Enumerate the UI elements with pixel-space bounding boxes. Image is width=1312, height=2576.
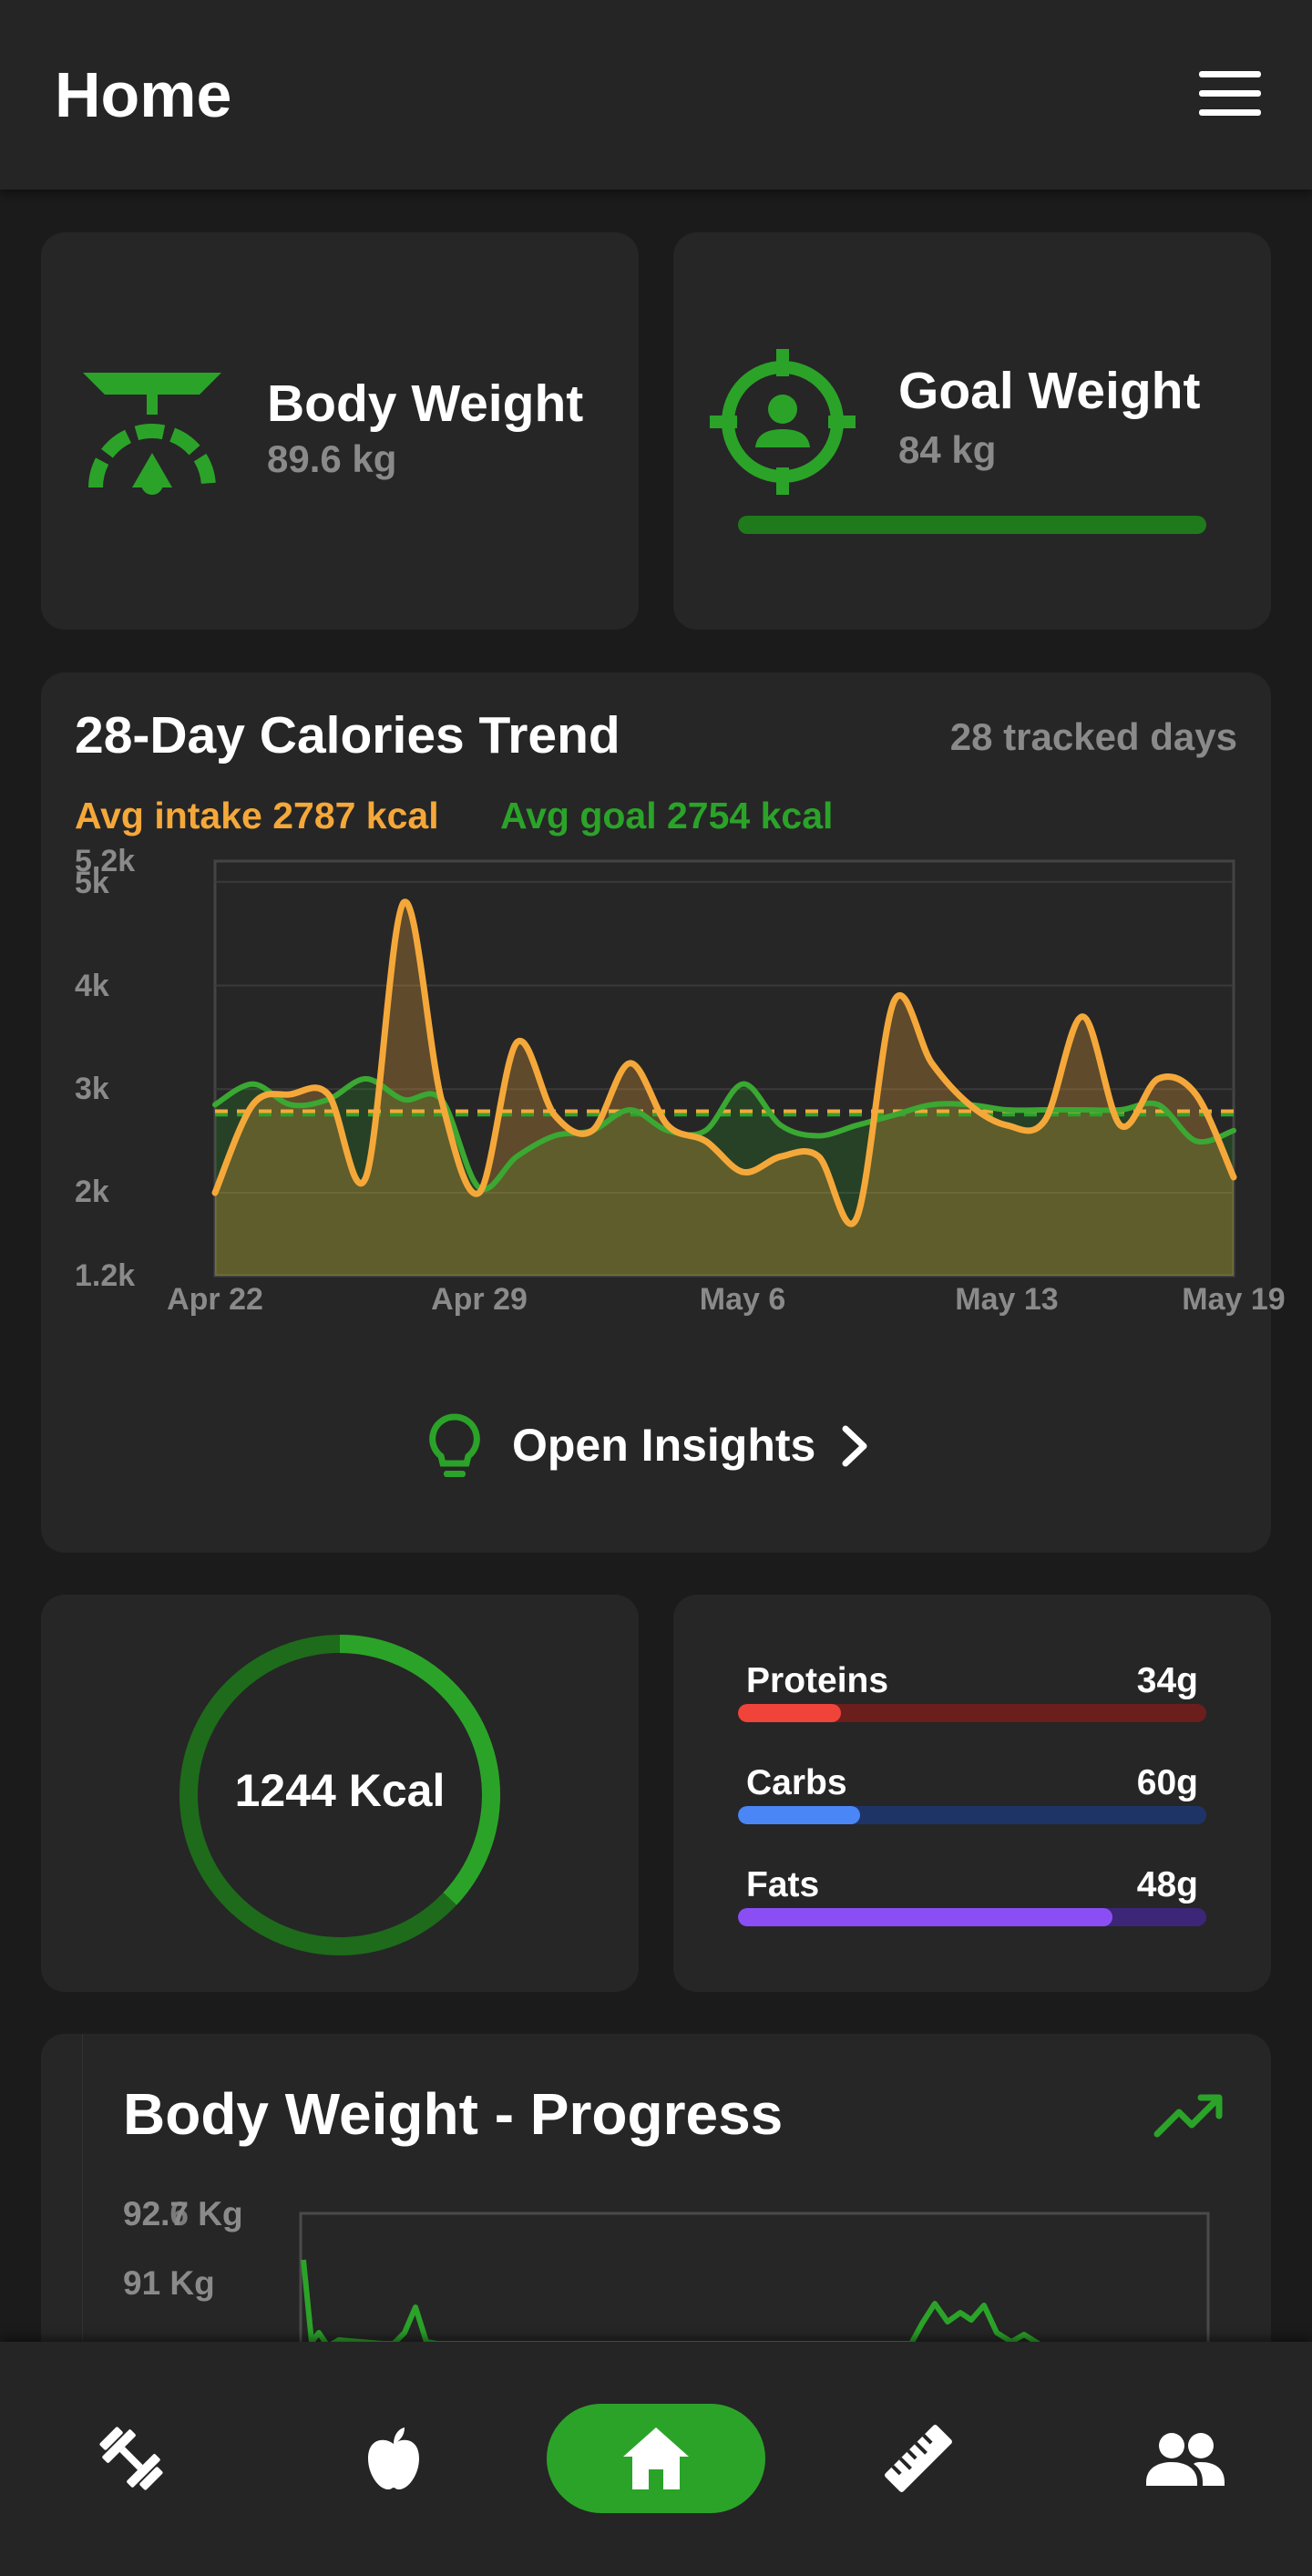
calories-trend-title: 28-Day Calories Trend xyxy=(75,706,620,765)
hamburger-menu-icon[interactable] xyxy=(1199,71,1261,117)
y-tick-label: 4k xyxy=(75,969,109,1003)
app-bar: Home xyxy=(0,0,1312,190)
weight-y-label: 92.7 Kg xyxy=(123,2195,243,2232)
macro-bar-proteins xyxy=(738,1704,1206,1722)
weight-y-label: 91 Kg xyxy=(123,2264,215,2302)
body-weight-card[interactable]: Body Weight 89.6 kg xyxy=(41,232,639,630)
calories-progress-ring xyxy=(179,1635,500,1955)
goal-weight-card[interactable]: Goal Weight 84 kg xyxy=(673,232,1271,630)
apple-icon xyxy=(368,2427,419,2489)
x-tick-label: May 6 xyxy=(699,1282,786,1317)
body-weight-progress-chart xyxy=(299,2212,1210,2351)
ruler-icon xyxy=(885,2425,952,2492)
macro-value-fats: 48g xyxy=(1136,1865,1198,1904)
series-area xyxy=(215,901,1234,1276)
people-icon xyxy=(1146,2433,1225,2486)
avg-goal-label: Avg goal 2754 kcal xyxy=(500,795,834,836)
plot-frame xyxy=(213,859,1235,1278)
y-tick-label: 5.2k xyxy=(75,844,136,878)
nav-community[interactable] xyxy=(1108,2342,1254,2576)
macro-value-carbs: 60g xyxy=(1136,1763,1198,1802)
y-tick-label: 1.2k xyxy=(75,1258,136,1293)
intake-series-line xyxy=(211,898,1237,1227)
body-weight-progress-card[interactable] xyxy=(41,2034,1271,2398)
goal-progress-bar xyxy=(738,516,1206,534)
macro-bar-fill xyxy=(738,1704,842,1722)
y-tick-label: 5k xyxy=(75,866,109,900)
bottom-navigation xyxy=(0,2342,1312,2576)
nav-workouts[interactable] xyxy=(58,2342,204,2576)
macro-value-proteins: 34g xyxy=(1136,1661,1198,1700)
trending-up-icon[interactable] xyxy=(1153,2090,1225,2140)
goal-weight-value: 84 kg xyxy=(898,428,997,471)
macro-name-fats: Fats xyxy=(746,1865,820,1904)
macro-bar-fill xyxy=(738,1806,860,1824)
target-person-icon xyxy=(710,349,856,495)
x-tick-label: Apr 22 xyxy=(167,1282,263,1317)
x-tick-label: Apr 29 xyxy=(431,1282,528,1317)
nav-measurements[interactable] xyxy=(846,2342,991,2576)
macro-name-carbs: Carbs xyxy=(746,1763,847,1802)
macro-bar-carbs xyxy=(738,1806,1206,1824)
series-area xyxy=(215,1078,1234,1276)
avg-intake-label: Avg intake 2787 kcal xyxy=(75,795,439,836)
y-tick-label: 2k xyxy=(75,1175,109,1209)
nav-nutrition[interactable] xyxy=(321,2342,466,2576)
macro-bar-fats xyxy=(738,1908,1206,1926)
calories-ring-card[interactable] xyxy=(41,1595,639,1992)
tracked-days: 28 tracked days xyxy=(949,715,1237,758)
dumbbell-icon xyxy=(99,2427,163,2490)
y-tick-label: 3k xyxy=(75,1072,109,1106)
body-weight-progress-title: Body Weight - Progress xyxy=(123,2081,784,2147)
calories-ring-text: 1244 Kcal xyxy=(234,1765,446,1816)
page-title: Home xyxy=(55,59,232,130)
x-tick-label: May 13 xyxy=(955,1282,1059,1317)
lightbulb-icon xyxy=(429,1413,480,1477)
calories-trend-chart xyxy=(211,859,1237,1278)
weight-y-label: 92.6 Kg xyxy=(123,2195,243,2232)
body-weight-value: 89.6 kg xyxy=(267,437,397,480)
body-weight-title: Body Weight xyxy=(267,375,584,433)
goal-series-line xyxy=(212,1075,1236,1193)
home-icon xyxy=(623,2427,689,2489)
macro-name-proteins: Proteins xyxy=(746,1661,889,1700)
open-insights-button[interactable]: Open Insights xyxy=(426,1403,882,1485)
macro-bar-fill xyxy=(738,1908,1113,1926)
goal-weight-title: Goal Weight xyxy=(898,362,1201,420)
open-insights-label: Open Insights xyxy=(512,1420,816,1471)
nav-home-active-pill[interactable] xyxy=(547,2404,765,2513)
goal-progress-fill xyxy=(738,516,1206,534)
x-tick-label: May 19 xyxy=(1182,1282,1286,1317)
chevron-right-icon xyxy=(842,1425,867,1467)
weight-scale-icon xyxy=(83,373,221,495)
